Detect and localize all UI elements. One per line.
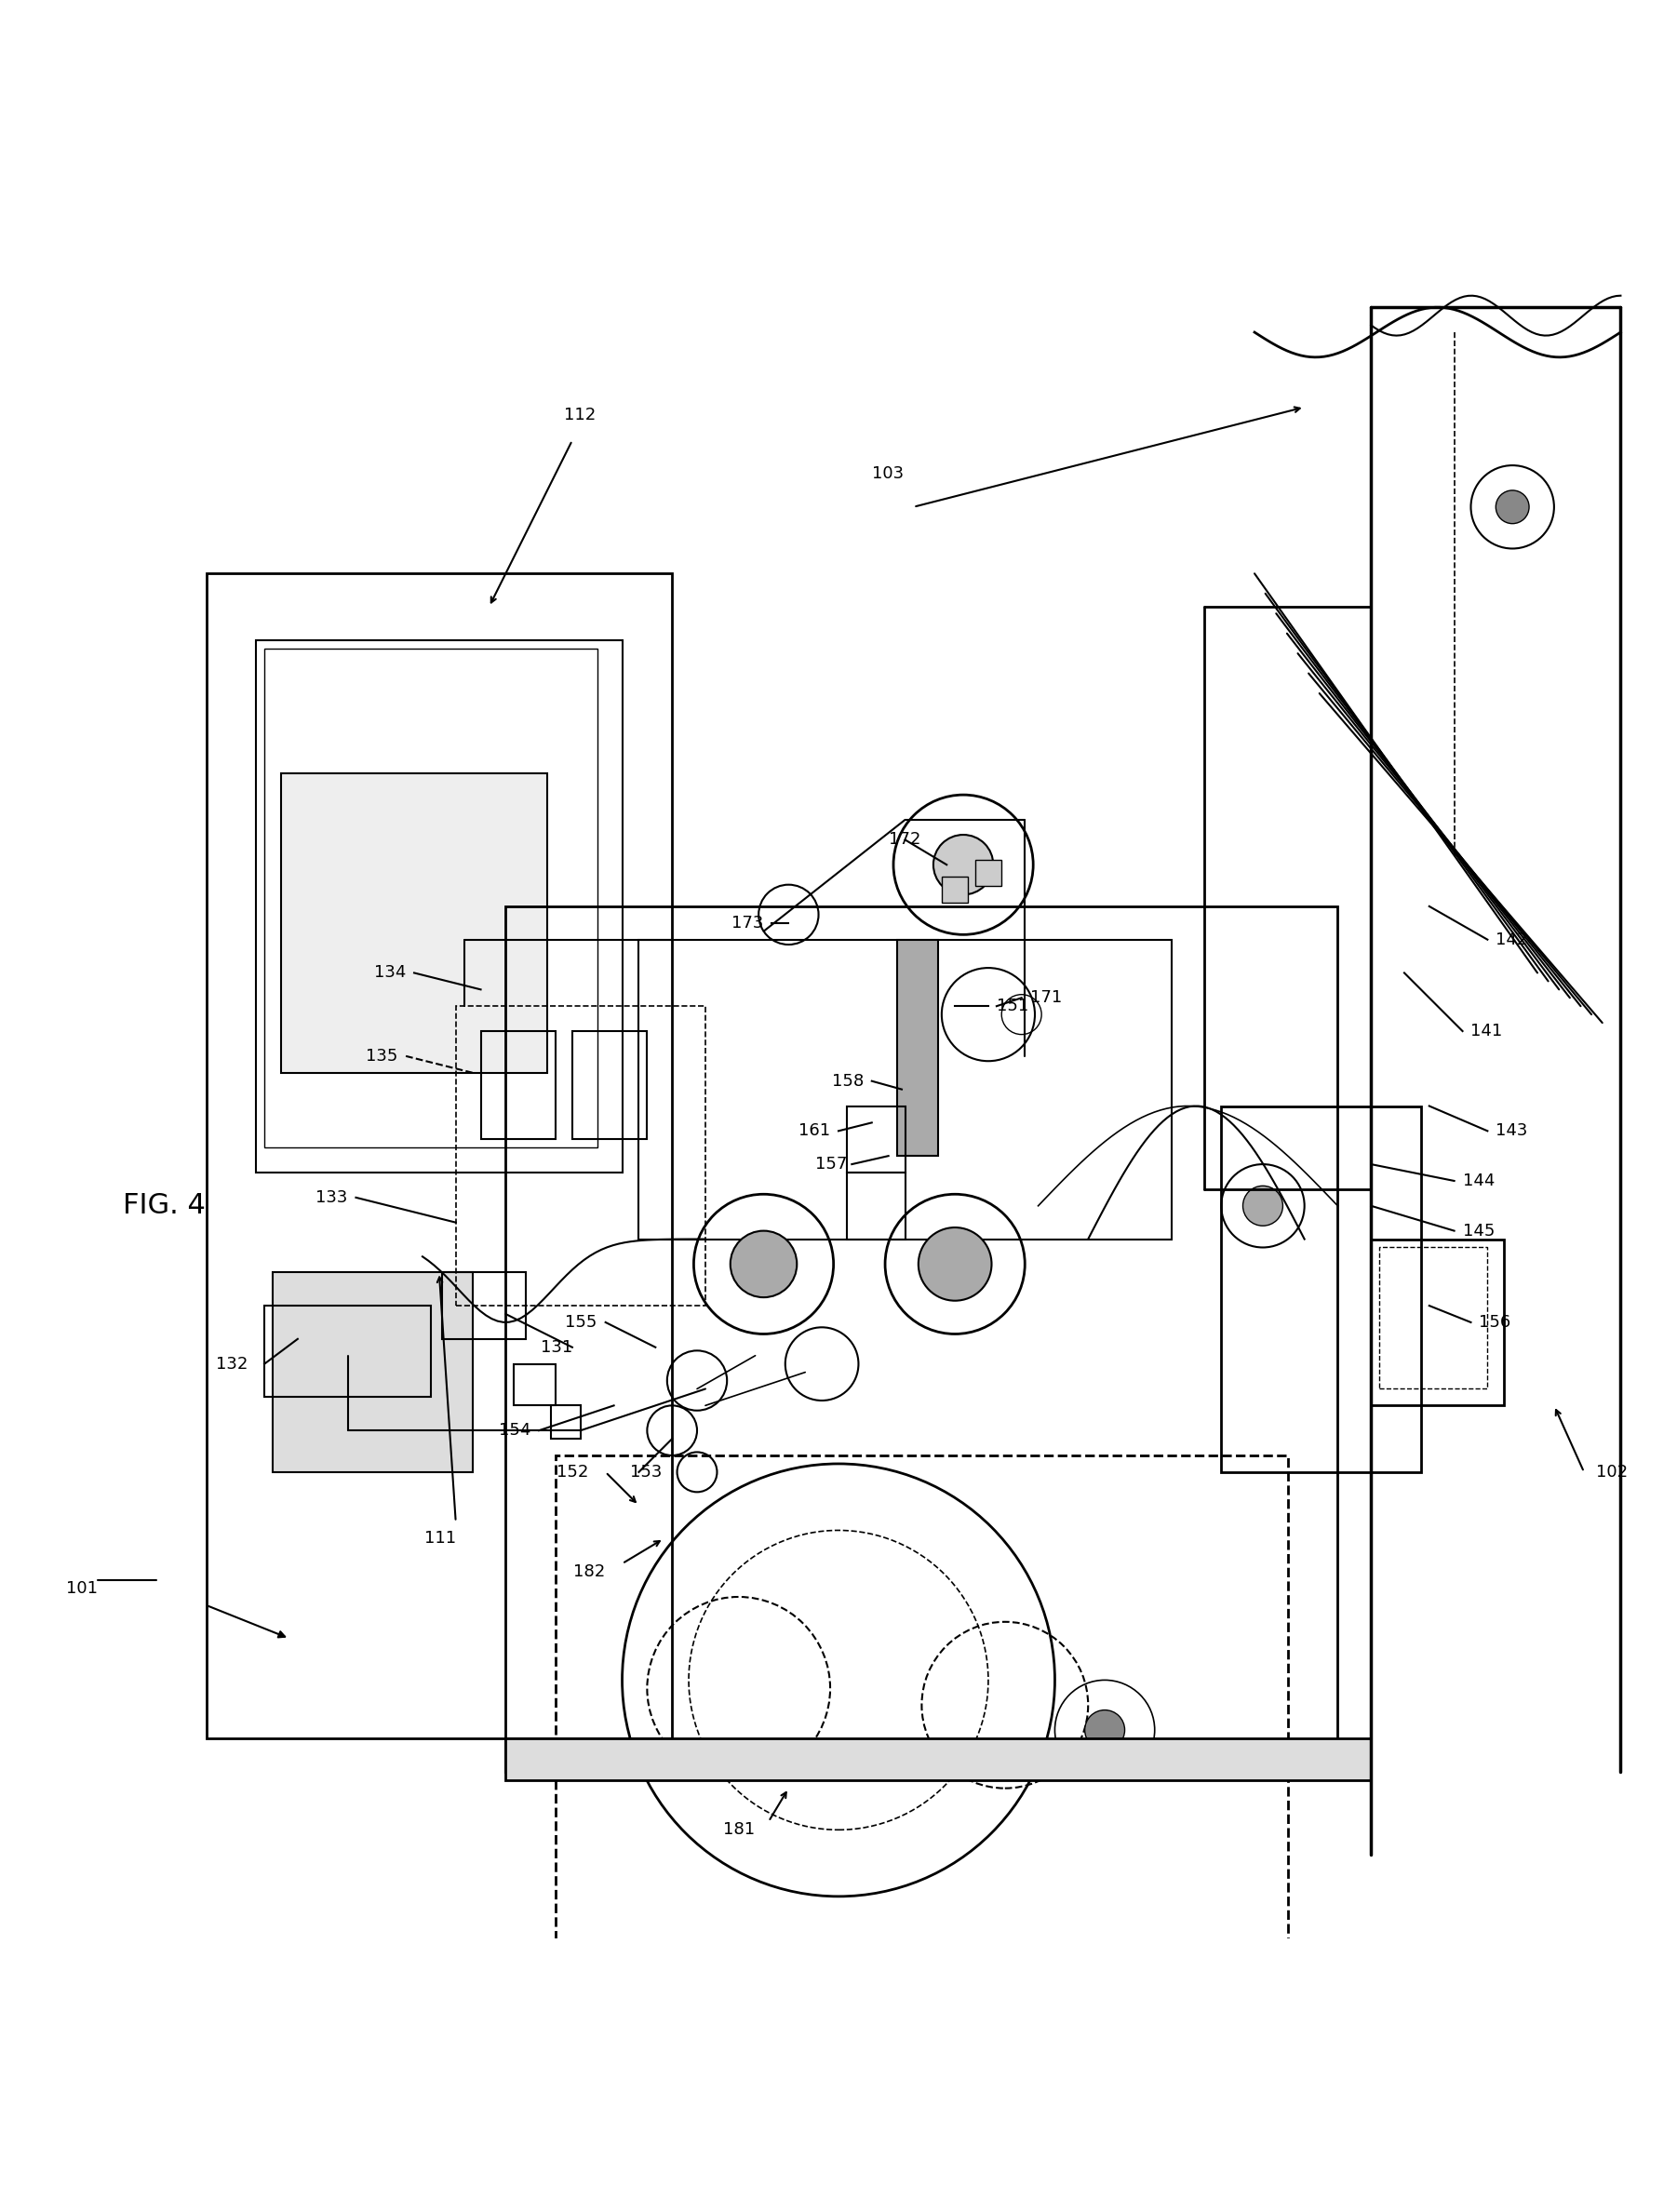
Text: 142: 142 [1496,931,1528,949]
Text: 158: 158 [832,1073,864,1091]
Bar [456,1006,706,1305]
Bar [1221,1106,1420,1471]
Bar [1372,1239,1504,1405]
Bar [897,940,939,1157]
Circle shape [1085,1710,1125,1750]
Bar [974,860,1001,887]
Text: 152: 152 [557,1464,589,1480]
Bar [506,1739,1372,1781]
Text: 153: 153 [631,1464,662,1480]
Bar [555,1455,1288,1955]
Text: 134: 134 [374,964,406,982]
Text: 181: 181 [723,1820,755,1838]
Text: 141: 141 [1471,1022,1503,1040]
Bar [265,1305,431,1398]
Text: 173: 173 [731,914,763,931]
Text: 157: 157 [815,1157,847,1172]
Circle shape [731,1230,797,1298]
Bar [1378,1248,1487,1389]
Text: 101: 101 [67,1579,97,1597]
Text: 172: 172 [889,832,921,847]
Text: 182: 182 [574,1564,605,1579]
Text: 111: 111 [424,1531,456,1546]
Circle shape [919,1228,991,1301]
Text: 171: 171 [1030,989,1062,1006]
Bar [572,1031,647,1139]
Bar [257,639,622,1172]
Bar [443,1272,525,1338]
Text: 102: 102 [1595,1464,1627,1480]
Bar [282,774,547,1073]
Bar [847,1106,906,1172]
Text: 156: 156 [1479,1314,1511,1332]
Text: 135: 135 [366,1048,397,1064]
Bar [515,1365,555,1405]
Text: 161: 161 [798,1121,830,1139]
Bar [847,1172,906,1239]
Text: FIG. 4: FIG. 4 [122,1192,206,1219]
Text: 132: 132 [216,1356,248,1371]
Text: 144: 144 [1462,1172,1494,1190]
Bar [265,648,597,1148]
Bar [639,940,1171,1239]
Bar [550,1405,580,1438]
Text: 112: 112 [563,407,595,425]
Bar [206,573,672,1739]
Text: 133: 133 [315,1190,347,1206]
Bar [273,1272,473,1471]
Text: 151: 151 [996,998,1028,1015]
Text: 145: 145 [1462,1223,1494,1239]
Bar [506,907,1338,1772]
Text: 131: 131 [540,1338,572,1356]
Circle shape [1243,1186,1283,1225]
Text: 103: 103 [872,465,904,482]
Bar [481,1031,555,1139]
Bar [942,876,968,902]
Text: 154: 154 [498,1422,530,1438]
Circle shape [1496,491,1529,524]
Circle shape [934,834,993,894]
Text: 155: 155 [565,1314,597,1332]
Text: 143: 143 [1496,1121,1528,1139]
